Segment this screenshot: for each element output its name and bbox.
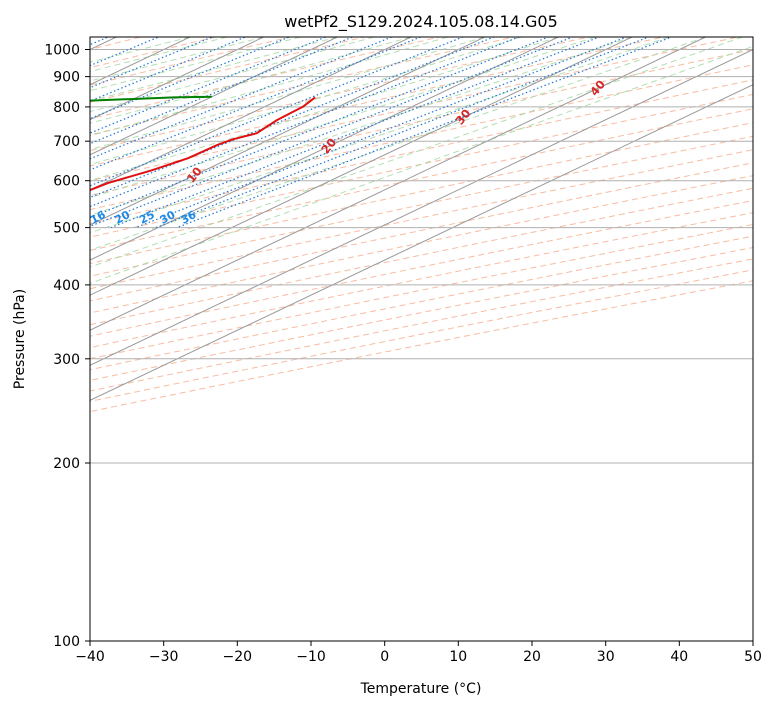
dry-adiabat-line [90, 235, 753, 371]
y-tick-label: 400 [53, 278, 80, 294]
sounding-traces [90, 95, 316, 192]
y-tick-label: 800 [53, 100, 80, 116]
x-tick-label: 30 [597, 649, 615, 665]
mixing-ratio-label: 20 [113, 208, 133, 227]
moist-adiabat-line [90, 37, 633, 216]
dry-adiabat-line [90, 224, 753, 360]
moist-adiabat-line [90, 37, 522, 165]
moist-adiabat-line [90, 37, 375, 113]
isotherm-line [90, 37, 486, 226]
mixing-ratio-line [90, 37, 328, 134]
mixing-ratio-label: 30 [158, 208, 178, 227]
mixing-ratio-line [90, 37, 521, 208]
mixing-ratio-line [90, 37, 247, 102]
temperature-profile-line [90, 96, 316, 192]
axes: −40 −30 −20 −10 0 10 20 30 40 50 100 200 300 400 500 60… [44, 43, 762, 666]
y-tick-label: 300 [53, 352, 80, 368]
y-tick-label: 500 [53, 221, 80, 237]
y-tick-label: 900 [53, 70, 80, 86]
x-tick-label: −20 [223, 649, 253, 665]
mixing-ratio-line [90, 37, 496, 199]
moist-adiabat-line [90, 37, 264, 82]
dry-adiabat-line [90, 37, 741, 182]
isotherms [90, 37, 753, 401]
isotherm-line [90, 37, 707, 331]
dry-adiabat-line [90, 269, 753, 402]
mixing-ratio-line [110, 37, 601, 229]
mixing-ratio-lines [90, 37, 674, 229]
y-tick-label: 1000 [44, 43, 80, 59]
y-tick-label: 200 [53, 456, 80, 472]
dry-adiabats [90, 37, 753, 413]
moist-adiabat-line [90, 37, 448, 137]
dry-adiabat-line [90, 280, 753, 413]
dry-adiabat-line [90, 108, 753, 251]
mixing-ratio-labels: 0.10.20.40.611.52346810131620253036 [90, 208, 199, 227]
y-axis-label: Pressure (hPa) [12, 289, 28, 389]
isotherm-line [90, 37, 339, 156]
x-tick-label: −30 [149, 649, 179, 665]
plot-frame [89, 36, 754, 642]
x-axis-label: Temperature (°C) [360, 681, 482, 697]
x-tick-label: −40 [75, 649, 105, 665]
x-tick-label: 0 [380, 649, 389, 665]
dry-adiabat-line [90, 122, 753, 264]
isotherm-line [90, 37, 413, 191]
mixing-ratio-line [135, 37, 628, 229]
isotherm-line [90, 37, 634, 296]
isotherm-line [90, 84, 753, 401]
dry-adiabat-line [90, 48, 753, 196]
moist-adiabat-line [90, 37, 706, 251]
x-tick-label: −10 [296, 649, 326, 665]
x-tick-label: 50 [744, 649, 762, 665]
mixing-ratio-label: 25 [137, 208, 157, 227]
x-tick-label: 20 [523, 649, 541, 665]
dry-adiabat-line [90, 212, 753, 349]
moist-adiabat-line [90, 37, 669, 234]
x-tick-label: 40 [670, 649, 688, 665]
y-tick-label: 600 [53, 174, 80, 190]
chart-title: wetPf2_S129.2024.105.08.14.G05 [284, 12, 558, 32]
moist-adiabats [90, 37, 753, 284]
moist-adiabat-line [90, 37, 743, 268]
mixing-ratio-line [90, 37, 214, 89]
isotherm-line [90, 37, 560, 261]
dry-adiabat-line [90, 37, 666, 167]
mixing-ratio-line [90, 37, 551, 219]
mixing-ratio-label: 36 [179, 208, 199, 227]
y-tick-label: 700 [53, 134, 80, 150]
mixing-ratio-line [90, 37, 291, 120]
moist-adiabat-line [90, 45, 753, 284]
mixing-ratio-line [155, 37, 651, 229]
x-tick-label: 10 [449, 649, 467, 665]
isobars [90, 49, 753, 464]
isotherm-line [90, 49, 753, 366]
dry-adiabat-line [90, 93, 753, 238]
y-tick-label: 100 [53, 634, 80, 650]
mixing-ratio-line [90, 37, 355, 145]
mixing-ratio-line [90, 37, 575, 227]
